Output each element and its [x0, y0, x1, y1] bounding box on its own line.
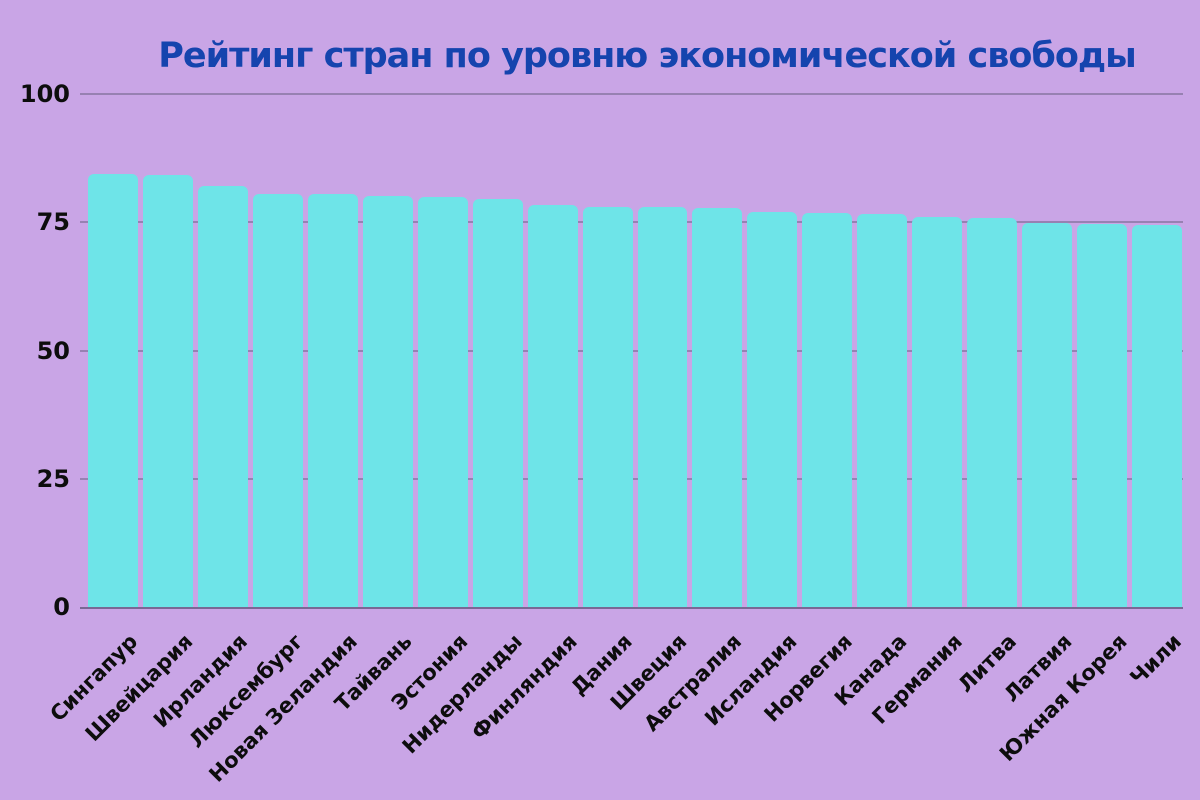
bar-Швейцария — [142, 175, 193, 607]
bar-Финляндия — [527, 205, 578, 607]
bar-Швеция — [637, 207, 688, 607]
bar-Норвегия — [802, 212, 853, 607]
bar-Тайвань — [362, 196, 413, 607]
y-axis-tick-label: 25 — [36, 464, 70, 493]
x-axis-label: Чили — [1125, 629, 1187, 690]
bar-Латвия — [1022, 223, 1073, 607]
bar-Австралия — [692, 208, 743, 607]
horizontal-gridline — [80, 93, 1183, 95]
bar-Новая Зеландия — [307, 193, 358, 607]
x-axis-baseline — [80, 607, 1183, 609]
bar-Люксембург — [252, 193, 303, 607]
bar-Сингапур — [88, 174, 138, 607]
bar-Южная Корея — [1077, 224, 1128, 607]
bar-Чили — [1132, 225, 1183, 607]
bars-group — [88, 94, 1183, 607]
y-axis-tick-label: 75 — [36, 208, 70, 237]
bar-Исландия — [747, 212, 798, 607]
chart-title: Рейтинг стран по уровню экономической св… — [158, 36, 1137, 76]
bar-Дания — [582, 206, 633, 607]
bar-Нидерланды — [472, 199, 523, 607]
y-axis-tick-label: 50 — [36, 336, 70, 365]
bar-Литва — [967, 218, 1018, 607]
bar-Эстония — [417, 196, 468, 607]
bar-Канада — [857, 214, 908, 607]
y-axis-tick-label: 0 — [53, 593, 70, 621]
y-axis-tick-label: 100 — [19, 80, 70, 108]
bar-Германия — [912, 216, 963, 607]
bar-Ирландия — [197, 186, 248, 607]
